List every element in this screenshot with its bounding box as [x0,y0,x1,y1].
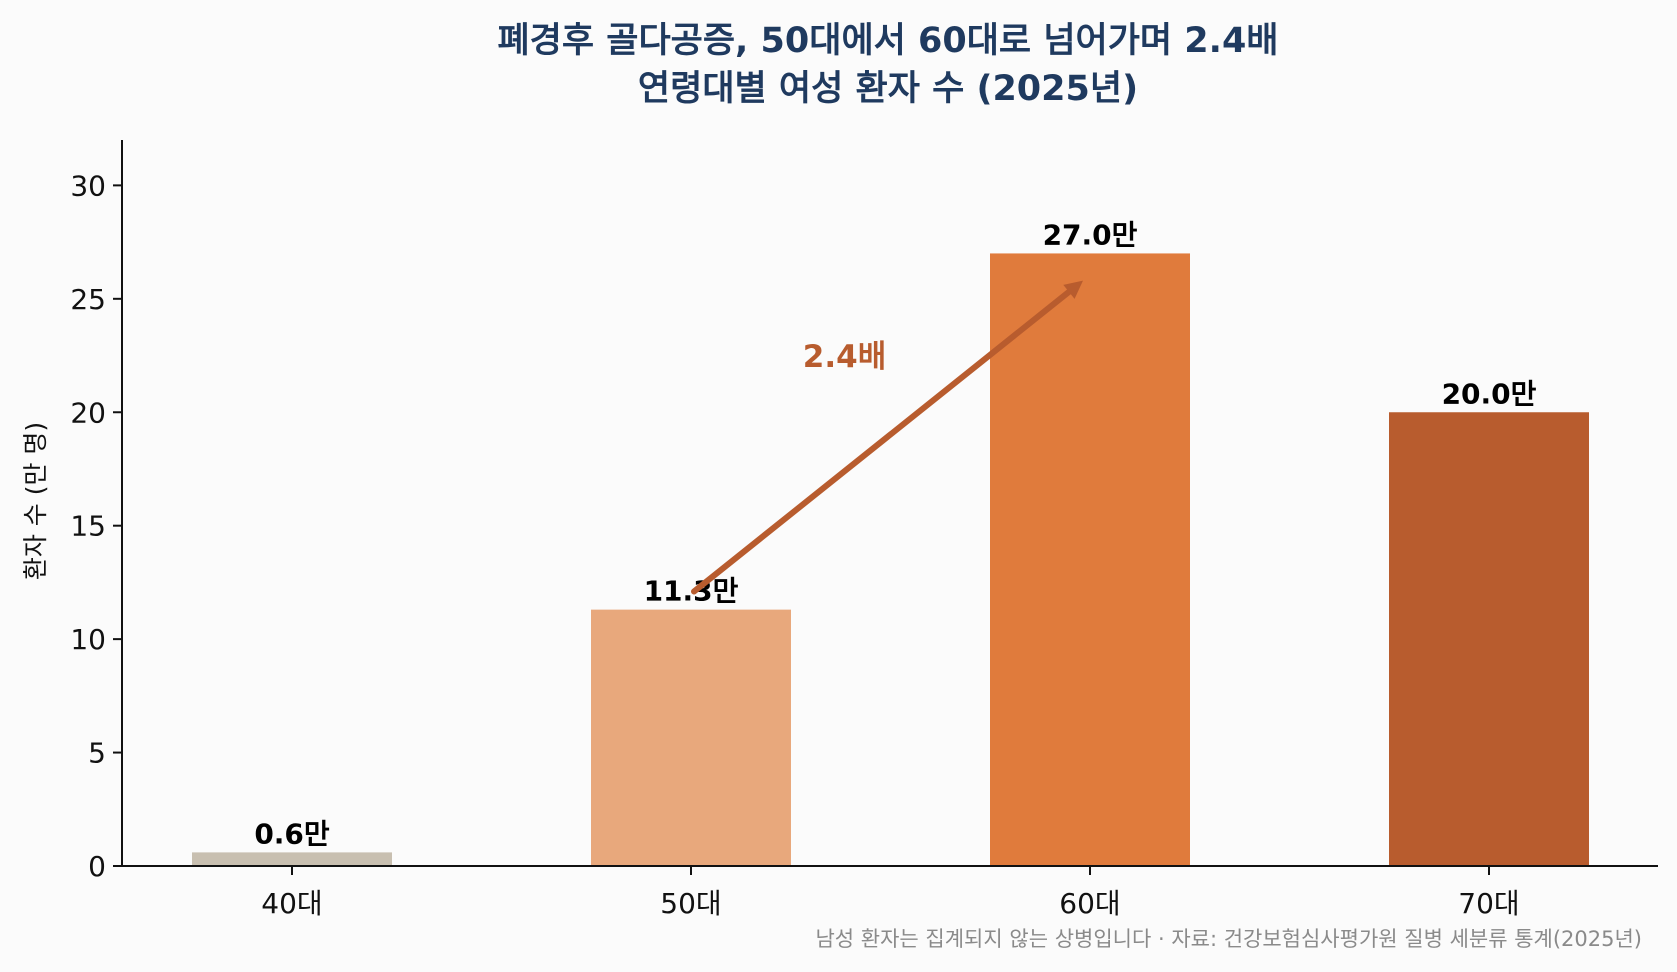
chart-title-line-2: 연령대별 여성 환자 수 (2025년) [638,69,1138,109]
bar [1389,412,1589,866]
bar-value-label: 0.6만 [254,817,330,850]
bars [192,253,1589,866]
y-tick-label: 10 [70,623,106,656]
y-tick-label: 20 [70,396,106,429]
growth-annotation: 2.4배 [691,280,1083,595]
bar-value-label: 27.0만 [1043,218,1138,251]
y-tick-label: 0 [88,850,106,883]
y-axis-ticks: 0 5 10 15 20 25 30 [70,169,122,883]
y-tick-label: 25 [70,283,106,316]
bar-value-label: 20.0만 [1442,377,1537,410]
bar [990,253,1190,866]
x-tick-label: 60대 [1059,887,1120,920]
growth-arrow [691,287,1074,595]
growth-arrow-head [1063,280,1083,299]
x-axis-ticks: 40대 50대 60대 70대 [261,866,1520,920]
chart-title-line-1: 폐경후 골다공증, 50대에서 60대로 넘어가며 2.4배 [497,21,1278,61]
bar [192,852,392,866]
y-tick-label: 15 [70,510,106,543]
y-tick-label: 5 [88,737,106,770]
growth-annotation-label: 2.4배 [803,339,886,375]
y-axis-label: 환자 수 (만 명) [21,422,50,580]
x-tick-label: 70대 [1458,887,1519,920]
y-tick-label: 30 [70,169,106,202]
chart-footnote: 남성 환자는 집계되지 않는 상병입니다 · 자료: 건강보험심사평가원 질병 … [815,927,1642,951]
x-tick-label: 40대 [261,887,322,920]
x-tick-label: 50대 [660,887,721,920]
bar [591,609,791,866]
